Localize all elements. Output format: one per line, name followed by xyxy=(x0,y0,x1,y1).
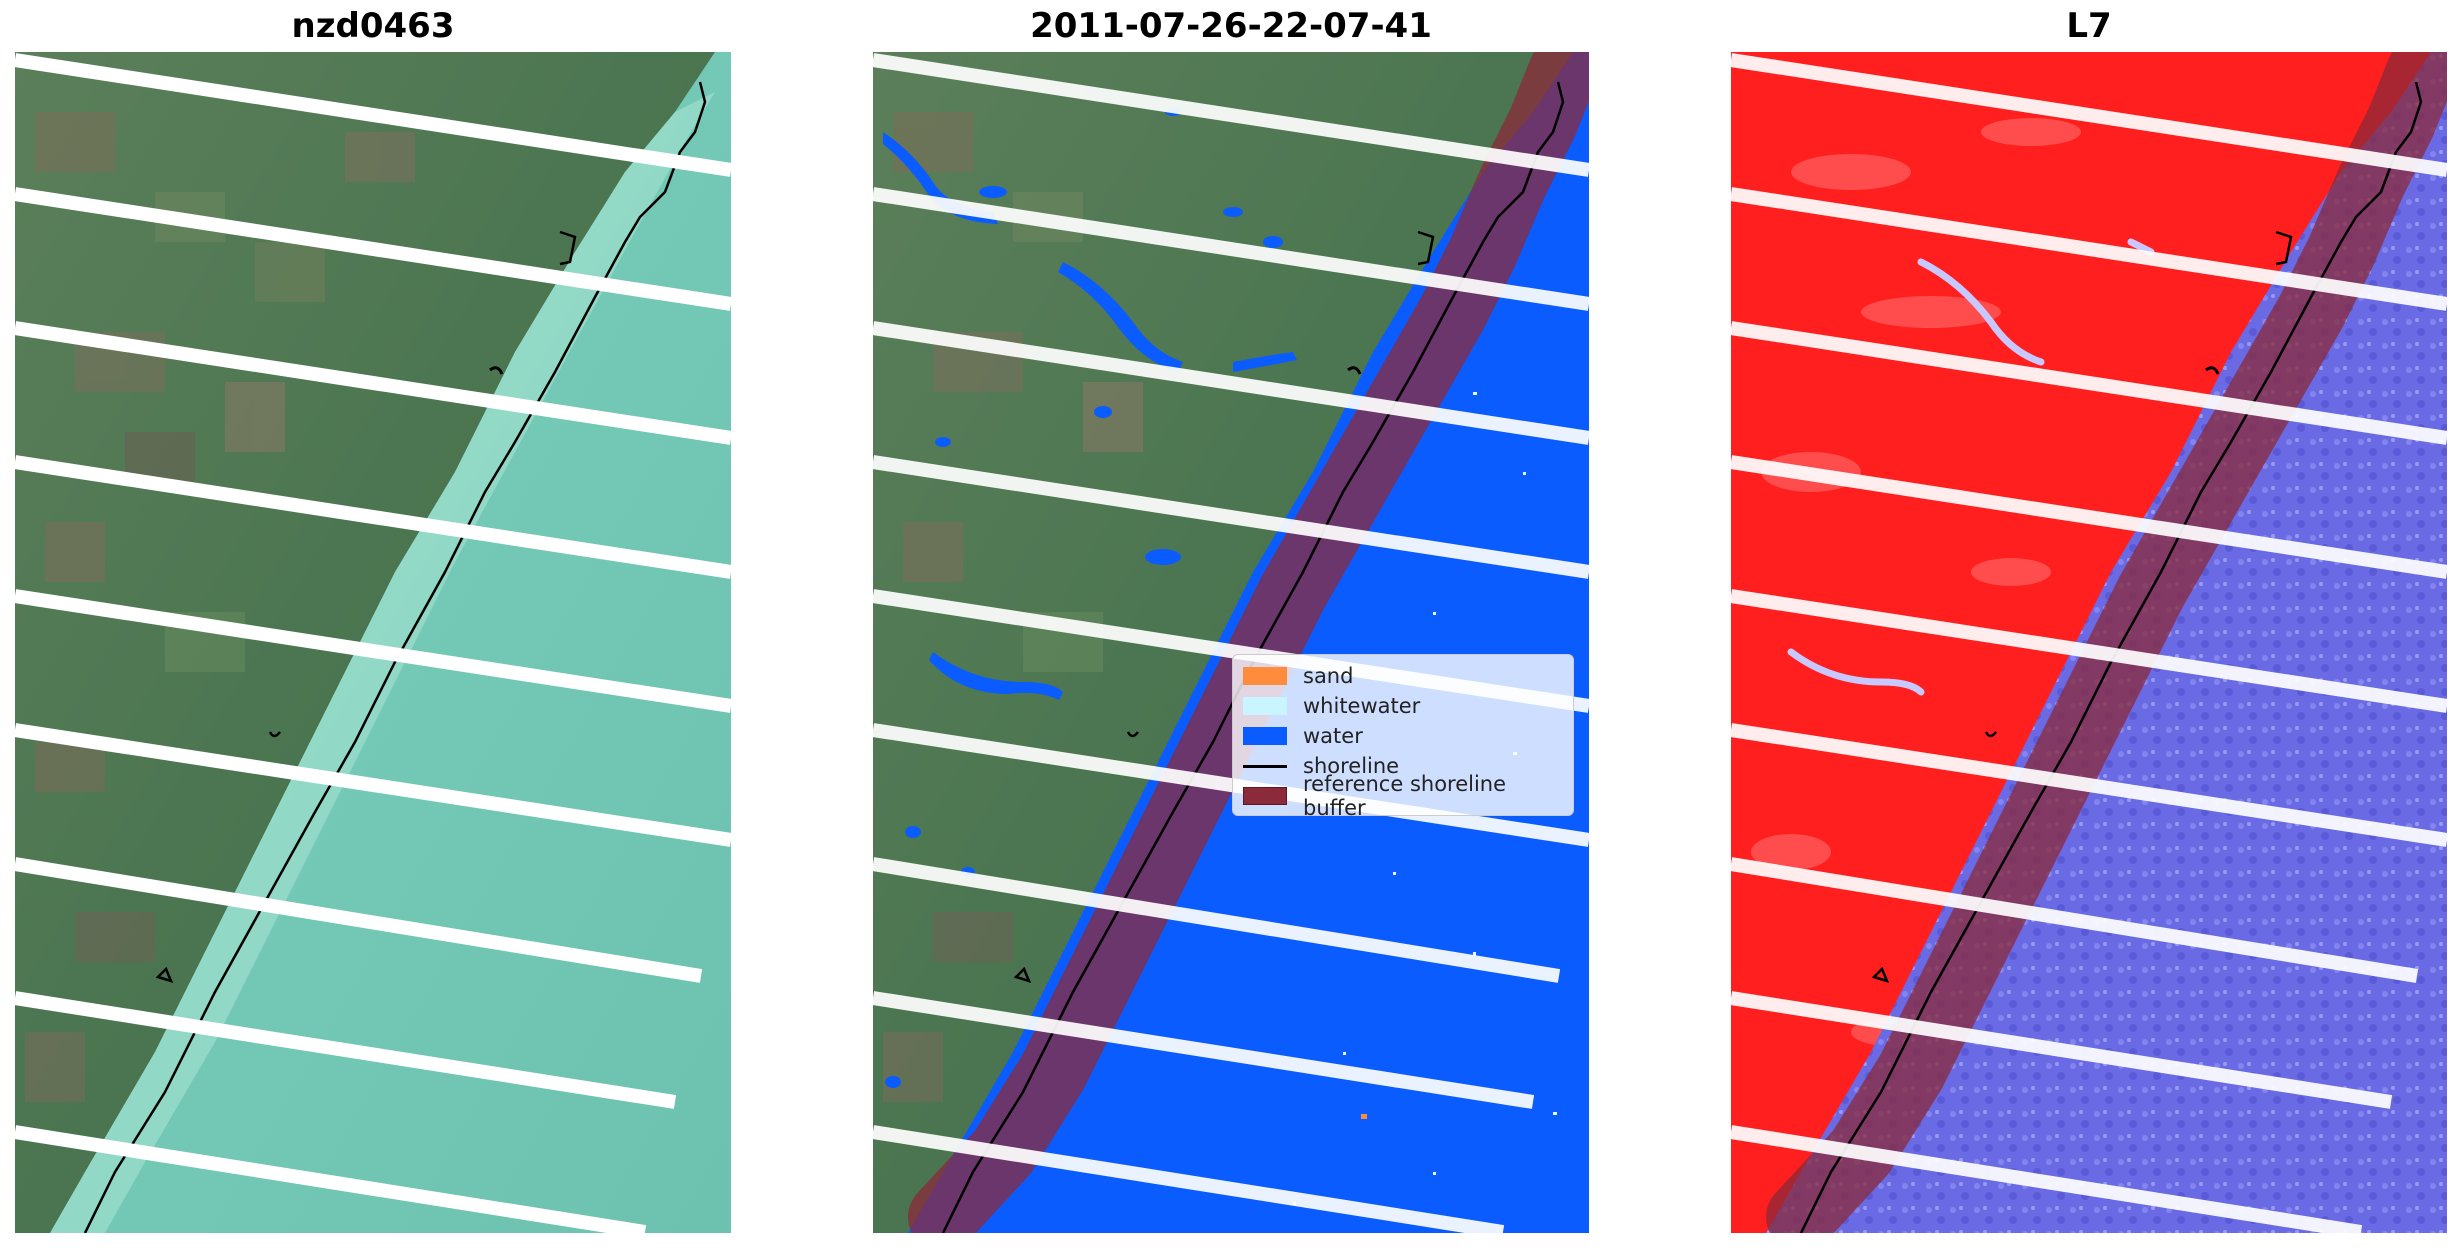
legend-item-shoreline: shoreline xyxy=(1243,751,1563,781)
shoreline-fragment xyxy=(1871,966,1890,983)
shoreline-fragment xyxy=(2205,366,2220,375)
legend-label: whitewater xyxy=(1303,694,1421,718)
shoreline-fragment xyxy=(559,230,577,266)
panel-title-l7: L7 xyxy=(2066,6,2112,46)
buffer-swatch xyxy=(1243,787,1287,805)
panel-title-date: 2011-07-26-22-07-41 xyxy=(1030,6,1432,46)
nearshore-whitewater xyxy=(50,92,715,1233)
rgb-image xyxy=(15,52,731,1233)
water-swatch xyxy=(1243,727,1287,745)
scanline-gaps xyxy=(873,53,1589,1233)
panel-title-nzd0463: nzd0463 xyxy=(291,6,455,46)
legend-label: water xyxy=(1303,724,1363,748)
shoreline-swatch xyxy=(1243,764,1287,768)
index-image xyxy=(1731,52,2447,1233)
shoreline-fragment xyxy=(1013,966,1032,983)
sand-speck xyxy=(1361,1114,1367,1119)
scanline-gaps xyxy=(1731,53,2447,1233)
shoreline-fragment xyxy=(1984,731,1997,738)
legend-label: reference shoreline buffer xyxy=(1303,772,1507,820)
legend-item-buffer: reference shoreline buffer xyxy=(1243,772,1563,820)
shoreline-fragment xyxy=(1417,230,1435,266)
sand-swatch xyxy=(1243,667,1287,685)
shoreline-fragment xyxy=(1126,731,1139,738)
legend-label: shoreline xyxy=(1303,754,1400,778)
legend-item-sand: sand xyxy=(1243,661,1563,691)
shoreline-fragment xyxy=(2275,230,2293,266)
rgb-image-panel xyxy=(15,52,731,1233)
scanline-gaps xyxy=(15,53,731,1233)
shoreline-fragment xyxy=(489,366,504,375)
legend-item-water: water xyxy=(1243,721,1563,751)
shoreline-fragment xyxy=(1347,366,1362,375)
whitewater-swatch xyxy=(1243,697,1287,715)
legend-label: sand xyxy=(1303,664,1354,688)
classified-image xyxy=(873,52,1589,1233)
classified-image-panel xyxy=(873,52,1589,1233)
inland-water-index xyxy=(1787,238,2155,696)
shoreline-fragment xyxy=(155,966,174,983)
legend-item-whitewater: whitewater xyxy=(1243,691,1563,721)
legend: sand whitewater water shoreline referenc… xyxy=(1232,654,1574,820)
shoreline-fragment xyxy=(268,731,281,738)
index-image-panel xyxy=(1731,52,2447,1233)
